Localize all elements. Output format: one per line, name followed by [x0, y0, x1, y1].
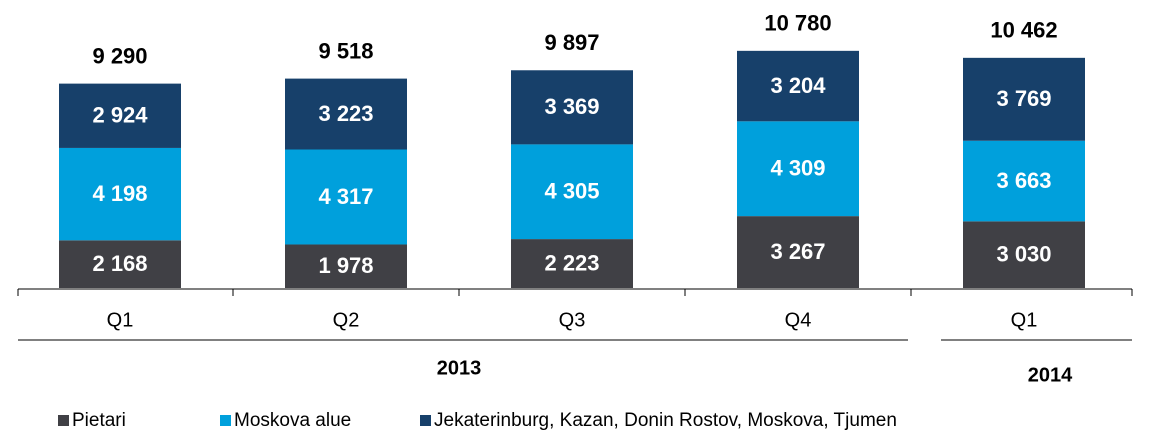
x-tick-label: Q1 — [1011, 309, 1038, 331]
data-label: 4 309 — [770, 156, 825, 181]
x-tick-label: Q3 — [559, 309, 586, 331]
total-label: 9 518 — [318, 38, 373, 63]
data-label: 3 223 — [318, 101, 373, 126]
data-label: 2 924 — [92, 103, 148, 128]
total-label: 9 290 — [92, 43, 147, 68]
bar-segment — [511, 144, 633, 240]
x-tick-label: Q1 — [107, 309, 134, 331]
bar-segment — [511, 70, 633, 145]
bar-segment — [59, 147, 181, 241]
group-label: 2013 — [437, 357, 482, 379]
data-label: 3 267 — [770, 239, 825, 264]
data-label: 1 978 — [318, 253, 373, 278]
bar-segment — [737, 121, 859, 217]
bar-segment — [59, 83, 181, 148]
legend-swatch — [220, 415, 231, 426]
bar-segment — [963, 221, 1085, 288]
data-label: 2 168 — [92, 251, 147, 276]
bar-segment — [963, 140, 1085, 222]
data-label: 3 769 — [996, 86, 1051, 111]
data-label: 3 030 — [996, 241, 1051, 266]
bar-segment — [963, 57, 1085, 141]
data-label: 3 204 — [770, 73, 826, 98]
x-tick-label: Q4 — [785, 309, 812, 331]
data-label: 4 305 — [544, 179, 599, 204]
legend-label: Moskova alue — [234, 410, 351, 431]
data-label: 3 663 — [996, 168, 1051, 193]
group-label: 2014 — [1028, 364, 1073, 386]
legend-label: Jekaterinburg, Kazan, Donin Rostov, Mosk… — [434, 410, 897, 431]
bar-segment — [285, 244, 407, 288]
legend-swatch — [58, 415, 69, 426]
data-label: 4 198 — [92, 181, 147, 206]
bar-segment — [737, 50, 859, 122]
bar-segment — [285, 149, 407, 245]
total-label: 10 780 — [764, 11, 831, 36]
data-label: 3 369 — [544, 94, 599, 119]
bar-segment — [511, 239, 633, 288]
bar-segment — [285, 78, 407, 150]
legend-label: Pietari — [72, 410, 126, 431]
bar-segment — [59, 240, 181, 288]
total-label: 10 462 — [990, 18, 1057, 43]
legend-swatch — [420, 415, 431, 426]
x-tick-label: Q2 — [333, 309, 360, 331]
total-label: 9 897 — [544, 30, 599, 55]
data-label: 4 317 — [318, 184, 373, 209]
bar-segment — [737, 216, 859, 288]
data-label: 2 223 — [544, 250, 599, 275]
